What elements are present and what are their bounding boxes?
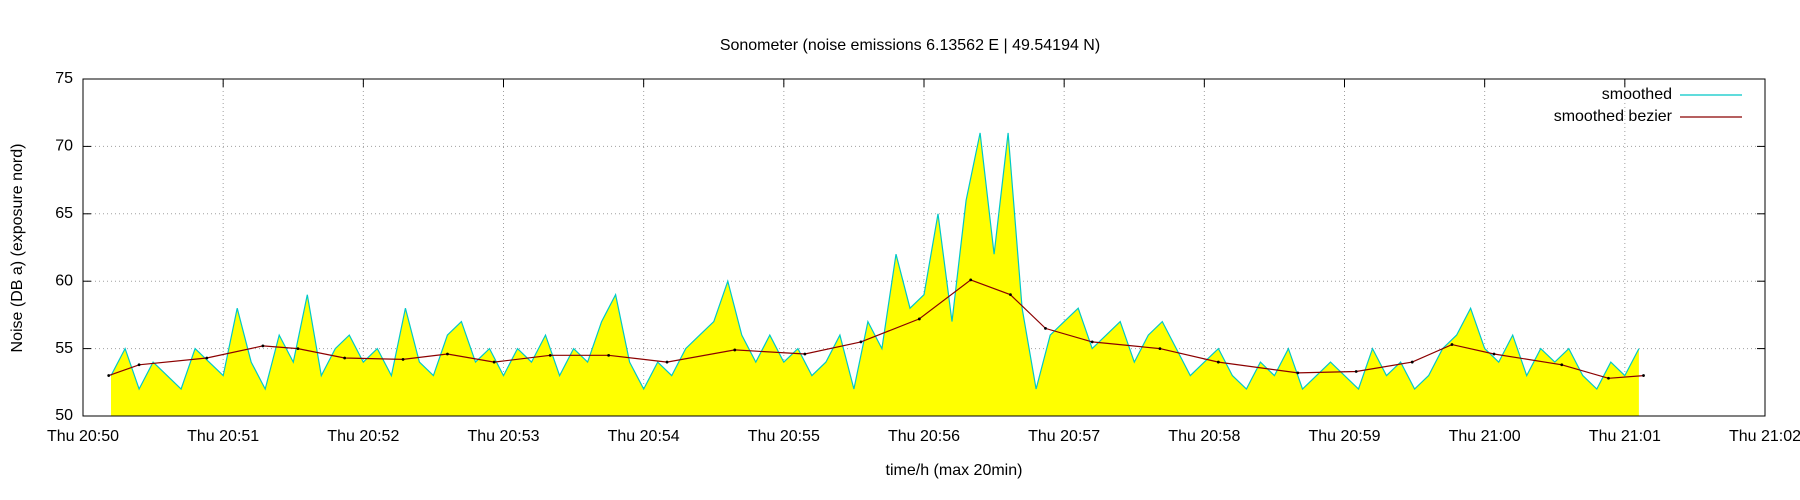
point xyxy=(1354,370,1358,373)
point xyxy=(296,347,300,350)
y-tick-label: 65 xyxy=(55,205,73,222)
x-axis-label: time/h (max 20min) xyxy=(886,462,1023,479)
point xyxy=(1090,340,1094,344)
point xyxy=(1158,347,1162,350)
x-tick-label: Thu 20:57 xyxy=(1028,428,1100,445)
filled-area xyxy=(111,132,1639,416)
y-tick-label: 75 xyxy=(55,70,73,87)
x-tick-label: Thu 20:58 xyxy=(1168,428,1240,445)
point xyxy=(446,352,449,356)
point xyxy=(107,374,111,377)
x-tick-label: Thu 20:52 xyxy=(327,428,399,445)
x-tick-label: Thu 20:54 xyxy=(608,428,680,445)
point xyxy=(1009,293,1012,297)
x-tick-label: Thu 21:01 xyxy=(1589,428,1661,445)
point xyxy=(803,352,807,356)
point xyxy=(1607,376,1610,380)
y-tick-label: 55 xyxy=(55,340,73,357)
x-tick-label: Thu 20:51 xyxy=(187,428,259,445)
point xyxy=(1492,352,1496,356)
point xyxy=(1216,360,1220,364)
plot-frame xyxy=(82,78,1766,417)
point xyxy=(1642,374,1645,377)
point xyxy=(137,363,141,367)
point xyxy=(917,317,921,321)
point xyxy=(665,360,669,364)
point xyxy=(607,353,611,357)
y-tick-label: 70 xyxy=(55,138,73,155)
x-tick-label: Thu 20:50 xyxy=(47,428,119,445)
point xyxy=(261,344,265,348)
legend-label: smoothed xyxy=(1602,86,1672,103)
series-line xyxy=(108,279,1644,379)
x-tick-label: Thu 20:53 xyxy=(467,428,539,445)
point xyxy=(401,357,405,361)
legend-label: smoothed bezier xyxy=(1554,108,1673,125)
point xyxy=(969,278,973,282)
y-tick-label: 50 xyxy=(55,407,73,424)
point xyxy=(205,356,209,360)
series-line xyxy=(110,132,1640,391)
x-tick-label: Thu 20:59 xyxy=(1308,428,1380,445)
x-tick-label: Thu 21:00 xyxy=(1449,428,1521,445)
point xyxy=(492,360,496,364)
point xyxy=(1450,343,1454,346)
point xyxy=(343,356,347,360)
x-tick-label: Thu 20:55 xyxy=(748,428,820,445)
point xyxy=(1560,363,1564,367)
x-tick-label: Thu 20:56 xyxy=(888,428,960,445)
point xyxy=(733,348,737,352)
x-tick-label: Thu 21:02 xyxy=(1729,428,1800,445)
chart-title: Sonometer (noise emissions 6.13562 E | 4… xyxy=(720,37,1100,54)
point xyxy=(1296,371,1300,375)
point xyxy=(859,340,863,344)
point xyxy=(1044,326,1047,330)
point xyxy=(548,353,552,357)
point xyxy=(1410,360,1414,364)
y-tick-label: 60 xyxy=(55,272,73,289)
y-axis-label: Noise (DB a) (exposure nord) xyxy=(9,144,26,353)
